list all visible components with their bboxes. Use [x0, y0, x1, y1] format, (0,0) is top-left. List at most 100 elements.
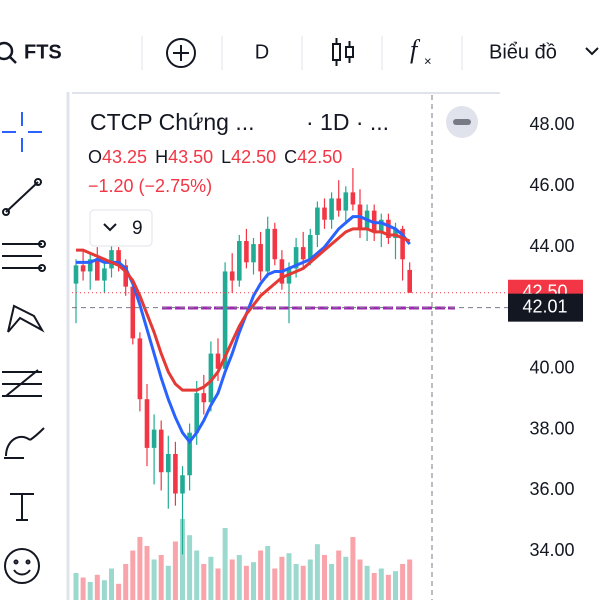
crosshair-label: 42.01: [522, 296, 567, 316]
volume-bar: [101, 580, 107, 600]
volume-bar: [258, 550, 264, 600]
trend-line-tool[interactable]: [5, 181, 39, 213]
volume-bar: [378, 568, 384, 600]
candle-body: [336, 198, 341, 211]
candle-body: [201, 393, 207, 403]
indicators-button[interactable]: f: [410, 35, 421, 64]
text-tool[interactable]: [10, 493, 34, 521]
y-tick-label: 36.00: [529, 479, 574, 499]
volume-bar: [109, 568, 114, 600]
indicator-count: 9: [132, 218, 143, 239]
volume-bar: [329, 564, 335, 600]
interval-button[interactable]: D: [255, 41, 269, 63]
volume-bar: [187, 535, 193, 600]
candle-body: [180, 475, 185, 494]
indicator-toggle[interactable]: [89, 209, 153, 247]
volume-bar: [137, 537, 143, 600]
volume-bar: [385, 574, 391, 600]
volume-bar: [215, 568, 221, 600]
candle-body: [151, 429, 157, 448]
chart-type-button[interactable]: [332, 38, 354, 66]
candle-body: [400, 228, 405, 260]
volume-bar: [314, 544, 320, 600]
candle-body: [300, 247, 306, 260]
ohlc-value: 43.50: [168, 147, 213, 167]
volume-bar: [243, 565, 249, 600]
volume-bar: [180, 519, 185, 600]
fib-tool[interactable]: [2, 243, 42, 269]
crosshair-tool[interactable]: [2, 112, 42, 152]
volume-bar: [222, 528, 228, 600]
volume-bar: [73, 573, 79, 600]
projection-tool[interactable]: [2, 369, 42, 397]
ohlc-value: 42.50: [297, 147, 342, 167]
volume-bar: [343, 556, 349, 600]
volume-bar: [307, 559, 313, 600]
ohlc-value: 42.50: [231, 147, 276, 167]
y-tick-label: 44.00: [529, 236, 574, 256]
candle-body: [102, 268, 107, 281]
volume-bar: [322, 555, 327, 600]
volume-bar: [336, 550, 342, 600]
candle-body: [222, 271, 228, 369]
candle-body: [194, 393, 199, 433]
brush-tool[interactable]: [4, 427, 45, 459]
candle-body: [87, 259, 93, 272]
symbol[interactable]: FTS: [24, 41, 62, 63]
ohlc-legend: O 43.25 H 43.50 L 42.50 C 42.50: [88, 147, 342, 167]
candle-body: [293, 247, 299, 269]
candle-body: [166, 453, 171, 473]
volume-bar: [357, 559, 363, 600]
candle-body: [80, 265, 86, 272]
volume-bar: [236, 555, 242, 600]
volume-bar: [293, 564, 299, 600]
y-tick-label: 46.00: [529, 175, 574, 195]
candle-body: [229, 271, 235, 281]
candle-body: [158, 429, 164, 473]
candle-body: [187, 432, 192, 476]
volume-bar: [151, 559, 157, 600]
add-button[interactable]: [166, 38, 196, 68]
search-icon[interactable]: [0, 41, 14, 61]
emoji-tool[interactable]: [4, 548, 40, 584]
candle-body: [109, 250, 114, 269]
interval-label: · 1D · ...: [306, 109, 389, 135]
candle-body: [386, 219, 391, 238]
ohlc-key: O: [88, 147, 102, 167]
volume-bar: [80, 577, 86, 600]
change-label: −1.20 (−2.75%): [88, 176, 212, 196]
volume-bar: [229, 559, 235, 600]
volume-bar: [265, 546, 271, 600]
candle-body: [116, 250, 121, 266]
drawing-tools: [2, 112, 46, 584]
candle-body: [137, 338, 143, 400]
volume-bar: [350, 537, 356, 600]
plot: 48.00 46.00 44.00 40.00 38.00 36.00 34.00 42.50…: [72, 95, 583, 600]
volume-bar: [364, 565, 370, 600]
candle-body: [379, 219, 384, 232]
volume-bar: [87, 582, 93, 600]
volume-bar: [144, 546, 150, 600]
volume-bar: [94, 574, 100, 600]
candle-body: [237, 241, 242, 281]
volume-bar: [371, 573, 377, 600]
volume-bar: [172, 541, 178, 600]
chart-menu[interactable]: Biểu đồ: [489, 41, 557, 63]
candle-body: [208, 353, 214, 403]
candle-body: [265, 228, 270, 272]
ohlc-value: 43.25: [102, 147, 147, 167]
volume-bar: [201, 564, 207, 600]
volume-bar: [393, 571, 398, 600]
candle-body: [322, 207, 327, 220]
ohlc-key: H: [155, 147, 168, 167]
candle-body: [173, 453, 178, 494]
y-tick-label: 40.00: [529, 358, 574, 378]
pattern-tool[interactable]: [7, 304, 45, 333]
volume-bar: [165, 565, 171, 600]
candle-body: [350, 192, 356, 205]
candle-body: [244, 241, 249, 263]
candle-body: [130, 286, 136, 339]
symbol-title: CTCP Chứng ...: [90, 109, 255, 135]
candle-body: [73, 265, 79, 284]
